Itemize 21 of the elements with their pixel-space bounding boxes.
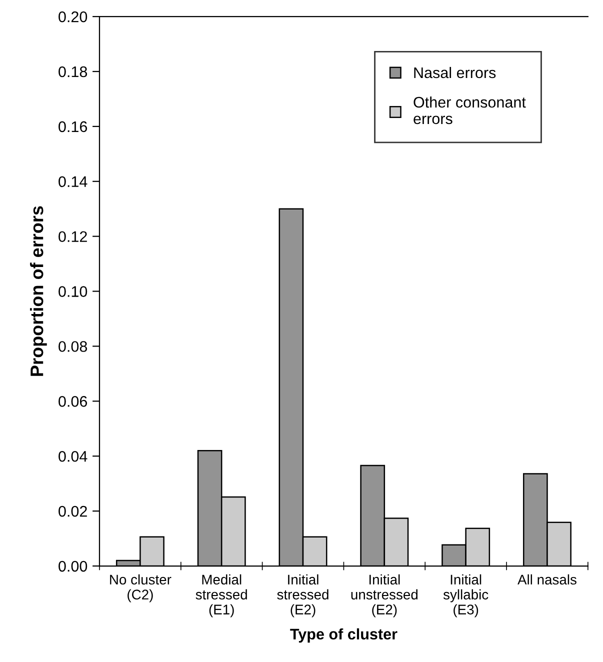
- x-tick-label: Initial unstressed (E2): [351, 574, 418, 618]
- legend-label: Other consonant errors: [414, 96, 526, 124]
- y-axis-title: Proportion of errors: [30, 206, 47, 376]
- y-tick-label: 0.16: [58, 121, 88, 132]
- y-tick-label: 0.06: [58, 396, 88, 407]
- y-tick-label: 0.08: [58, 341, 88, 352]
- x-tick-label: Medial stressed (E1): [196, 574, 247, 618]
- x-tick-label: All nasals: [518, 574, 576, 585]
- y-tick-label: 0.12: [58, 231, 87, 242]
- x-tick-label: Initial syllabic (E3): [443, 574, 488, 618]
- y-tick-label: 0.18: [58, 66, 88, 78]
- y-tick-label: 0.14: [58, 176, 88, 188]
- x-axis-title: Type of cluster: [290, 628, 398, 643]
- y-tick-label: 0.04: [58, 450, 88, 462]
- y-tick-label: 0.02: [58, 506, 87, 517]
- y-tick-label: 0.00: [58, 560, 88, 572]
- x-tick-label: Initial stressed (E2): [277, 574, 328, 618]
- x-tick-label: No cluster (C2): [110, 574, 172, 602]
- legend-label: Nasal errors: [414, 66, 496, 78]
- y-tick-label: 0.20: [58, 11, 88, 22]
- y-tick-label: 0.10: [58, 286, 88, 297]
